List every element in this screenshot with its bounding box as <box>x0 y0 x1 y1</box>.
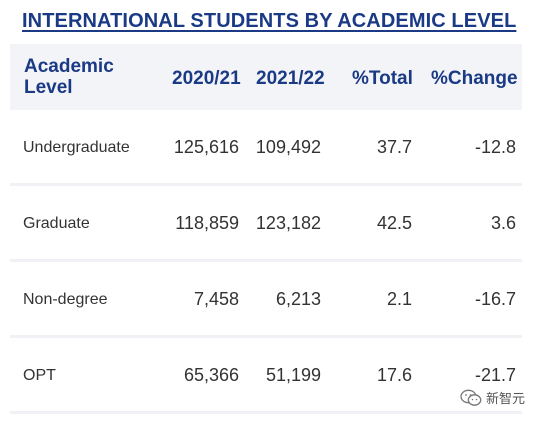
header-academic-level: Academic Level <box>24 56 114 98</box>
cell-percent-change: -21.7 <box>474 365 516 385</box>
table-row: Graduate 118,859 123,182 42.5 3.6 <box>10 186 522 259</box>
cell-2021-22: 6,213 <box>275 289 321 309</box>
cell-percent-total: 2.1 <box>386 289 412 309</box>
cell-2020-21: 65,366 <box>183 365 239 385</box>
cell-2020-21: 125,616 <box>173 137 239 157</box>
cell-2021-22: 109,492 <box>255 137 321 157</box>
table-row: OPT 65,366 51,199 17.6 -21.7 <box>10 338 522 411</box>
cell-percent-total: 17.6 <box>376 365 412 385</box>
row-divider <box>10 183 522 186</box>
cell-level: Undergraduate <box>23 139 130 156</box>
table-row: Undergraduate 125,616 109,492 37.7 -12.8 <box>10 110 522 183</box>
students-table: Academic Level 2020/21 2021/22 %Total %C… <box>10 44 522 414</box>
watermark: 新智元 <box>460 388 525 407</box>
cell-2020-21: 118,859 <box>175 213 239 233</box>
header-percent-total: %Total <box>352 68 413 89</box>
cell-percent-total: 37.7 <box>376 137 412 157</box>
cell-percent-change: 3.6 <box>490 213 516 233</box>
cell-level: Graduate <box>23 215 90 232</box>
header-percent-change: %Change <box>431 68 518 89</box>
table-header: Academic Level 2020/21 2021/22 %Total %C… <box>10 44 522 110</box>
cell-level: OPT <box>23 367 56 384</box>
header-2021-22: 2021/22 <box>256 68 325 89</box>
row-divider <box>10 259 522 262</box>
table-row: Non-degree 7,458 6,213 2.1 -16.7 <box>10 262 522 335</box>
cell-2020-21: 7,458 <box>193 289 239 309</box>
row-divider <box>10 411 522 414</box>
cell-2021-22: 51,199 <box>265 365 321 385</box>
table-title: INTERNATIONAL STUDENTS BY ACADEMIC LEVEL <box>22 10 517 32</box>
cell-percent-change: -16.7 <box>474 289 516 309</box>
cell-2021-22: 123,182 <box>255 213 321 233</box>
cell-percent-total: 42.5 <box>376 213 412 233</box>
cell-level: Non-degree <box>23 291 108 308</box>
row-divider <box>10 335 522 338</box>
cell-percent-change: -12.8 <box>474 137 516 157</box>
watermark-text: 新智元 <box>485 391 525 406</box>
wechat-icon <box>460 389 482 407</box>
header-2020-21: 2020/21 <box>172 68 241 89</box>
